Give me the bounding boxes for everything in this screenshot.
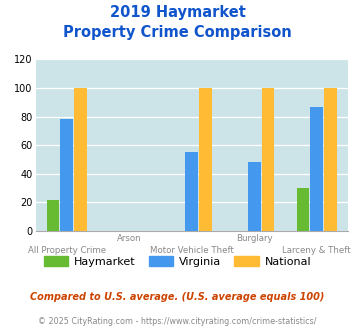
Text: Property Crime Comparison: Property Crime Comparison <box>63 25 292 40</box>
Bar <box>60 119 73 231</box>
Legend: Haymarket, Virginia, National: Haymarket, Virginia, National <box>39 251 316 271</box>
Bar <box>185 152 198 231</box>
Bar <box>296 188 309 231</box>
Bar <box>262 88 274 231</box>
Text: All Property Crime: All Property Crime <box>28 247 106 255</box>
Bar <box>248 162 261 231</box>
Text: Motor Vehicle Theft: Motor Vehicle Theft <box>150 247 234 255</box>
Bar <box>47 200 59 231</box>
Bar <box>324 88 337 231</box>
Text: Burglary: Burglary <box>236 234 273 244</box>
Text: Larceny & Theft: Larceny & Theft <box>282 247 351 255</box>
Text: Compared to U.S. average. (U.S. average equals 100): Compared to U.S. average. (U.S. average … <box>30 292 325 302</box>
Text: Arson: Arson <box>117 234 142 244</box>
Bar <box>199 88 212 231</box>
Text: © 2025 CityRating.com - https://www.cityrating.com/crime-statistics/: © 2025 CityRating.com - https://www.city… <box>38 317 317 326</box>
Bar <box>310 107 323 231</box>
Text: 2019 Haymarket: 2019 Haymarket <box>110 5 245 20</box>
Bar <box>74 88 87 231</box>
